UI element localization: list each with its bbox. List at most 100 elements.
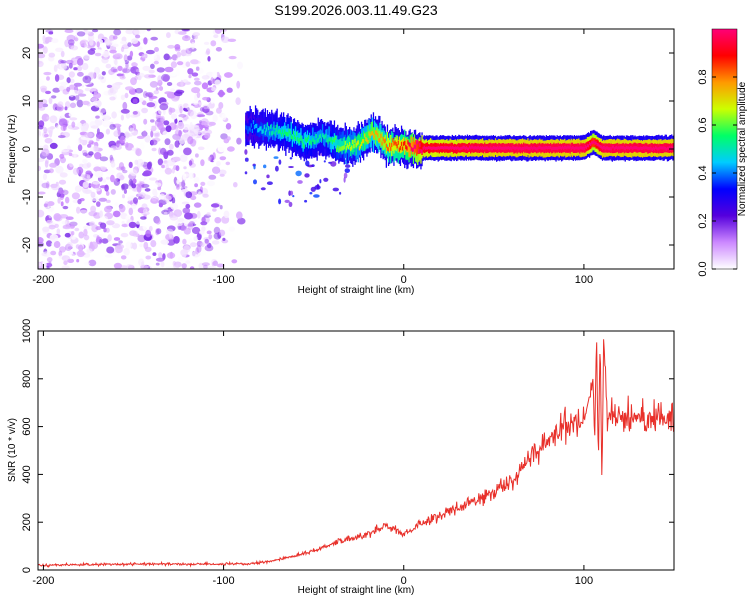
spectrogram-noise-blob	[46, 76, 50, 81]
spectrogram-ridge-cell	[553, 146, 555, 150]
spectrogram-noise-blob	[126, 264, 134, 268]
spectrogram-noise-blob	[99, 210, 103, 218]
spectrogram-ridge-cell	[470, 146, 472, 150]
spectrogram-noise-blob	[118, 240, 123, 244]
spectrogram-ridge-cell	[460, 146, 462, 150]
spectrogram-ridge-cell	[376, 130, 378, 136]
spectrogram-ridge-cell	[559, 146, 562, 150]
spectrogram-noise-blob	[173, 236, 180, 244]
spectrogram-ridge-cell	[665, 147, 667, 151]
spectrogram-noise-blob	[89, 39, 94, 46]
spectrogram-noise-blob	[131, 147, 136, 152]
spectrogram-ridge-cell	[346, 143, 349, 148]
spectrogram-noise-blob	[144, 123, 152, 131]
spectrogram-noise-blob	[199, 120, 203, 124]
spectrogram-noise-blob	[153, 182, 162, 188]
spectrogram-noise-blob	[172, 264, 179, 269]
spectrogram-noise-blob	[224, 72, 233, 78]
spectrogram-noise-blob	[163, 82, 168, 90]
spectrogram-ridge-cell	[472, 145, 474, 149]
spectrogram-noise-blob	[141, 107, 149, 114]
spectrogram-ridge-cell	[443, 146, 445, 150]
spectrogram-ridge-cell	[545, 146, 547, 150]
spectrogram-transition-blob	[304, 199, 308, 203]
spectrogram-noise-blob	[38, 100, 44, 109]
spectrogram-ridge-cell	[614, 146, 617, 150]
axis-tick-label: 0.8	[697, 69, 709, 84]
spectrogram-ridge-cell	[327, 140, 329, 145]
spectrogram-noise-blob	[144, 179, 151, 184]
spectrogram-ridge-cell	[571, 146, 573, 150]
spectrogram-ridge-cell	[452, 146, 455, 150]
spectrogram-noise-blob	[44, 160, 49, 168]
spectrogram-ridge-cell	[542, 146, 544, 150]
axis-tick-label: 20	[21, 47, 33, 59]
spectrogram-noise-blob	[152, 188, 158, 196]
spectrogram-ridge-cell	[257, 128, 259, 133]
spectrogram-ridge-cell	[480, 146, 483, 150]
spectrogram-ridge-cell	[560, 146, 563, 150]
spectrogram-noise-blob	[94, 118, 103, 126]
spectrogram-noise-blob	[164, 211, 168, 215]
spectrogram-ridge-cell	[247, 129, 249, 134]
spectrogram-noise-blob	[55, 165, 64, 174]
spectrogram-noise-blob	[111, 82, 121, 90]
spectrogram-noise-blob	[56, 228, 61, 235]
spectrogram-noise-blob	[143, 118, 148, 125]
spectrogram-ridge-cell	[394, 140, 396, 145]
spectrogram-noise-blob	[82, 189, 92, 195]
spectrogram-noise-blob	[114, 59, 118, 66]
spectrogram-noise-blob	[120, 40, 127, 45]
spectrogram-ridge-cell	[564, 146, 566, 150]
spectrogram-transition-blob	[323, 177, 329, 182]
axis-tick-label: -20	[21, 237, 33, 253]
spectrogram-ridge-cell	[607, 146, 609, 150]
spectrogram-ridge-cell	[261, 123, 263, 136]
spectrogram-noise-blob	[152, 112, 157, 119]
spectrogram-noise-blob	[141, 183, 150, 188]
spectrogram-ridge-cell	[556, 147, 558, 151]
spectrogram-noise-blob	[145, 255, 152, 260]
spectrogram-ridge-cell	[412, 147, 415, 152]
spectrogram-ridge-cell	[386, 146, 389, 151]
spectrogram-noise-blob	[89, 85, 97, 92]
spectrogram-noise-blob	[165, 266, 174, 269]
spectrogram-noise-blob	[120, 232, 129, 238]
spectrogram-noise-blob	[125, 29, 134, 35]
spectrogram-ridge-cell	[310, 139, 312, 144]
spectrogram-noise-blob	[181, 180, 186, 188]
spectrogram-noise-blob	[89, 221, 96, 227]
spectrogram-noise-blob	[171, 167, 175, 174]
axis-tick-label: -200	[32, 575, 54, 587]
spectrogram-noise-blob	[204, 168, 211, 175]
spectrogram-ridge-cell	[359, 144, 362, 149]
spectrogram-noise-blob	[207, 103, 211, 110]
spectrogram-noise-blob	[69, 53, 75, 58]
spectrogram-noise-blob	[83, 54, 91, 60]
spectrogram-ridge-cell	[608, 147, 610, 151]
spectrogram-noise-blob	[200, 181, 206, 186]
spectrogram-ridge-cell	[291, 135, 293, 140]
spectrogram-noise-blob	[102, 178, 107, 183]
spectrogram-ridge-cell	[523, 146, 525, 150]
spectrogram-noise-blob	[153, 60, 159, 65]
spectrogram-ridge-cell	[531, 147, 533, 151]
spectrogram-ridge-cell	[461, 146, 463, 150]
spectrogram-noise-blob	[60, 201, 64, 207]
spectrogram-ridge-cell	[474, 146, 476, 150]
spectrogram-ridge-cell	[407, 140, 409, 145]
spectrogram-noise-blob	[68, 62, 73, 69]
spectrogram-transition-blob	[266, 181, 273, 185]
spectrogram-ridge-cell	[391, 142, 393, 147]
spectrogram-noise-blob	[193, 77, 200, 81]
spectrogram-ridge-cell	[321, 124, 324, 137]
spectrogram-noise-blob	[158, 167, 167, 172]
spectrogram-noise-blob	[140, 216, 147, 220]
spectrogram-ridge-cell	[434, 147, 436, 151]
spectrogram-noise-blob	[66, 86, 71, 92]
spectrogram-ridge-cell	[660, 146, 662, 150]
spectrogram-noise-blob	[164, 195, 172, 201]
spectrogram-ridge-cell	[439, 146, 442, 150]
spectrogram-ridge-cell	[514, 147, 516, 151]
